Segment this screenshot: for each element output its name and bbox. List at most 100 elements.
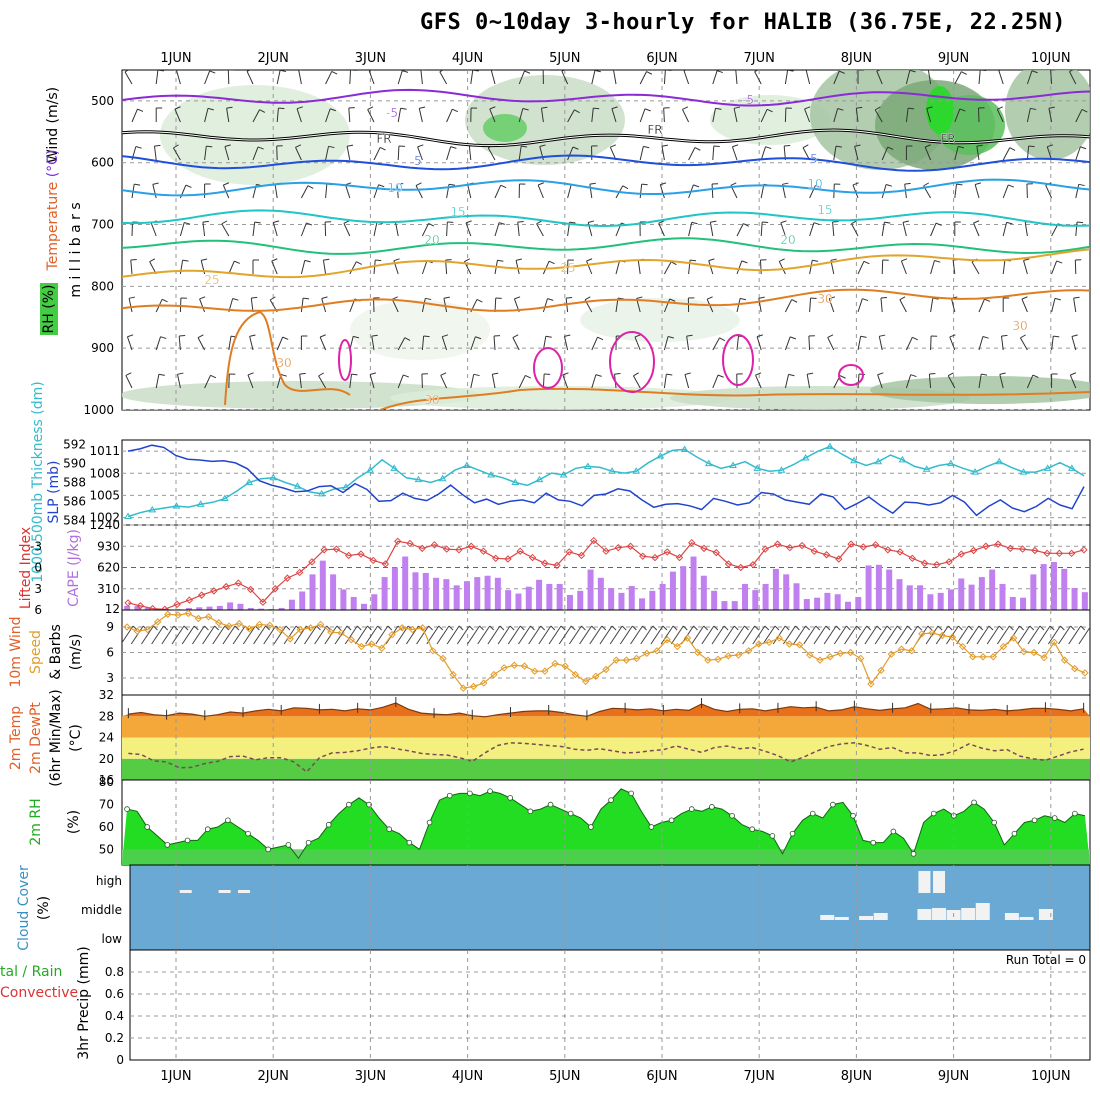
wind10m-marker [979, 653, 987, 661]
wind-barb-flag [489, 106, 496, 110]
lifted-index-marker [1080, 546, 1088, 554]
wind10m-barb [477, 625, 491, 645]
wind-barb-shaft [688, 147, 696, 161]
date-label-top: 7JUN [744, 51, 775, 66]
wind-barb-shaft [349, 70, 352, 85]
wind-barb-shaft [153, 146, 157, 161]
wind-barb-flag [1031, 70, 1038, 74]
wind-barb-flag [369, 70, 373, 72]
wind10m-barb-flag [581, 625, 586, 631]
wind-barb-flag [319, 334, 326, 338]
wind10m-marker [1020, 647, 1028, 656]
wind-barb-shaft [784, 299, 793, 313]
wind-barb-flag [154, 144, 161, 147]
date-label-top: 9JUN [938, 51, 969, 66]
wind-barb-shaft [178, 336, 181, 351]
wind-barb-shaft [1075, 109, 1083, 123]
wind10m-barb [976, 625, 990, 645]
wind10m-barb [864, 625, 878, 645]
wind10m-marker [969, 653, 977, 661]
y-tick-label: 50 [99, 842, 114, 856]
wind-barb-shaft [731, 146, 738, 161]
cloud-block-middle [961, 908, 976, 920]
wind-barb-flag [197, 334, 204, 339]
date-label-bottom: 7JUN [744, 1069, 775, 1084]
wind10m-barb [762, 625, 776, 645]
wind-barb-flag [161, 298, 168, 303]
wind-barb-flag [1048, 106, 1055, 109]
wind-barb-flag [351, 373, 358, 376]
band-green [122, 758, 1090, 780]
wind-barb-shaft [344, 184, 351, 199]
wind-barb-shaft [712, 70, 718, 85]
temperature-legend-units: (°C) [45, 150, 61, 178]
wind-barb-flag [909, 70, 916, 73]
wind-barb-flag [472, 70, 479, 72]
wind-barb-flag [522, 107, 529, 111]
wind-barb-shaft [784, 70, 789, 85]
wind-barb-shaft [300, 222, 307, 237]
wind-barb-shaft [487, 147, 496, 161]
cape-bar [247, 607, 254, 610]
wind10m-barb-flag [835, 625, 841, 631]
wind-barb-shaft [397, 145, 400, 161]
wind-barb-flag [666, 373, 673, 376]
wind10m-marker [153, 618, 162, 626]
slp-series [127, 444, 1085, 517]
wind10m-barb [212, 625, 226, 645]
isotherm-line-core [122, 129, 1090, 147]
wind10m-barb-flag [193, 625, 199, 631]
wind10m-barb [263, 625, 277, 645]
lifted-index-marker [896, 548, 904, 556]
wind-barb-flag [152, 182, 159, 185]
temperature-legend-word: Temperature [45, 182, 61, 272]
wind10m-marker [194, 614, 203, 623]
wind-barb-flag [877, 372, 884, 376]
wind10m-marker [724, 652, 732, 660]
wind-barb-shaft [228, 336, 232, 351]
wind10m-marker [408, 625, 417, 634]
wind10m-marker [276, 625, 284, 634]
precip-legend-convective: Convective [0, 985, 78, 1001]
wind-barb-flag [329, 108, 336, 112]
wind-barb-shaft [758, 298, 762, 313]
wind10m-barb-flag [336, 625, 342, 631]
wind-barb-flag [356, 261, 362, 265]
lifted-index-marker [651, 553, 659, 562]
wind-barb-shaft [663, 336, 669, 351]
wind10m-marker [663, 636, 671, 644]
wind-barb-shaft [440, 375, 448, 389]
wind-barb-flag [1070, 372, 1077, 376]
lifted-index-marker [357, 550, 365, 558]
date-label-bottom: 4JUN [452, 1069, 483, 1084]
wind-barb-shaft [857, 336, 862, 351]
isotherm-label: 30 [424, 393, 439, 407]
thickness-marker [559, 470, 568, 478]
wind-barb-shaft [373, 184, 380, 199]
wind10m-barb [314, 625, 328, 645]
wind10m-barb-flag [560, 625, 566, 631]
cape-bar [134, 605, 141, 610]
wind-barb-shaft [924, 146, 932, 161]
cape-bar [649, 590, 656, 610]
cloud-level-label: middle [81, 903, 122, 917]
wind10m-marker [551, 659, 559, 668]
thickness-axis-label: 1000-500mb Thickness (dm) [30, 381, 46, 582]
wind10m-barb-flag [1009, 625, 1014, 631]
rh2m-marker [547, 801, 554, 808]
lifted-index-marker [553, 561, 561, 570]
wind10m-marker [469, 682, 478, 691]
wind-barb-flag [935, 222, 942, 226]
wind-barb-shaft [586, 260, 593, 275]
wind-barb-shaft [246, 71, 254, 85]
wind10m-marker [673, 642, 682, 651]
wind10m-barb [171, 625, 185, 645]
wind10m-marker [1060, 656, 1069, 664]
isotherm-label: 15 [817, 203, 832, 217]
cape-bar [412, 572, 419, 610]
wind10m-barb [416, 625, 430, 645]
wind-barb-shaft [954, 71, 962, 85]
wind-barb-shaft [465, 222, 472, 237]
cape-bar [680, 566, 687, 610]
wind10m-barb [1068, 625, 1082, 645]
